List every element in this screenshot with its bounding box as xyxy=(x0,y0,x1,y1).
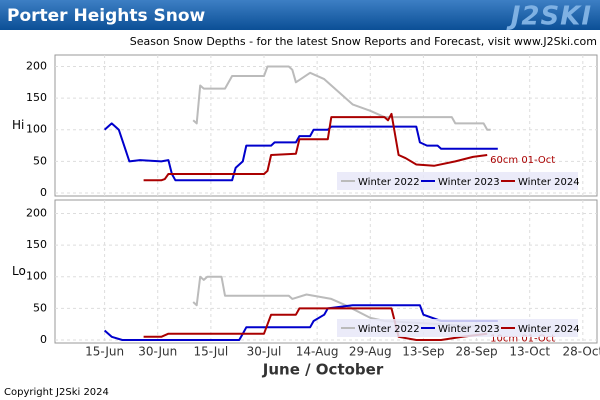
x-tick-label: 15-Jul xyxy=(193,345,228,359)
x-tick-label: 30-Jun xyxy=(138,345,177,359)
header-title: Porter Heights Snow xyxy=(7,6,206,26)
y-tick-label: 200 xyxy=(26,206,47,219)
legend-label: Winter 2024 xyxy=(518,324,580,335)
x-tick-label: 15-Jun xyxy=(85,345,124,359)
x-tick-label: 30-Jul xyxy=(247,345,282,359)
x-tick-label: 28-Sep xyxy=(455,345,497,359)
y-tick-label: 50 xyxy=(33,301,47,314)
series-line xyxy=(103,304,498,341)
y-tick-label: 0 xyxy=(40,333,47,346)
y-tick-label: 150 xyxy=(26,91,47,104)
copyright: Copyright J2Ski 2024 xyxy=(4,387,109,398)
logo: J2SKI xyxy=(506,2,592,32)
x-tick-label: 28-Oct xyxy=(562,345,600,359)
annotation: 10cm 01-Oct xyxy=(490,334,555,345)
y-tick-label: 200 xyxy=(26,59,47,72)
annotation: 60cm 01-Oct xyxy=(490,155,555,166)
legend-label: Winter 2022 xyxy=(358,324,420,335)
subtitle: Season Snow Depths - for the latest Snow… xyxy=(130,35,597,48)
x-tick-label: 29-Aug xyxy=(349,345,392,359)
legend-label: Winter 2023 xyxy=(438,324,500,335)
y-tick-label: 150 xyxy=(26,238,47,251)
y-tick-label: 0 xyxy=(40,186,47,199)
series-line xyxy=(143,307,488,341)
x-tick-label: 13-Oct xyxy=(509,345,550,359)
series-line xyxy=(143,112,488,182)
series-line xyxy=(192,65,491,131)
y-axis-label: Hi xyxy=(12,118,24,132)
legend-box xyxy=(337,172,578,190)
x-axis-label: June / October xyxy=(262,361,384,379)
legend-label: Winter 2024 xyxy=(518,177,580,188)
series-line xyxy=(103,122,498,182)
header-bar xyxy=(0,0,600,30)
legend-box xyxy=(337,319,578,337)
x-tick-label: 14-Aug xyxy=(296,345,339,359)
y-tick-label: 100 xyxy=(26,123,47,136)
x-tick-label: 13-Sep xyxy=(402,345,444,359)
y-tick-label: 50 xyxy=(33,154,47,167)
legend-label: Winter 2022 xyxy=(358,177,420,188)
y-axis-label: Lo xyxy=(12,264,26,278)
legend-label: Winter 2023 xyxy=(438,177,500,188)
y-tick-label: 100 xyxy=(26,270,47,283)
